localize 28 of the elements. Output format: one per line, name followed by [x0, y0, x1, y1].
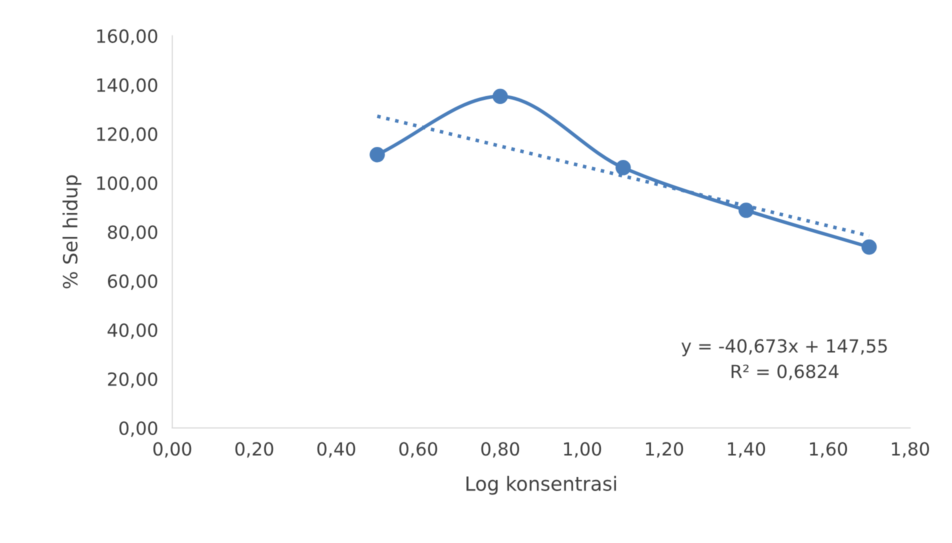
- x-tick-label: 1,60: [810, 442, 848, 458]
- x-tick-label: 1,40: [728, 442, 766, 458]
- x-tick-label: 1,20: [646, 442, 684, 458]
- annotation: R² = 0,6824: [732, 364, 838, 380]
- point: [616, 160, 631, 176]
- x-tick-label: 0,40: [317, 442, 356, 458]
- x-axis-title: Log konsentrasi: [466, 476, 616, 495]
- point: [738, 202, 754, 218]
- point: [861, 239, 877, 255]
- y-tick-label: 20,00: [108, 372, 158, 388]
- x-tick-label: 0,60: [399, 442, 438, 458]
- x-tick-label: 1,00: [564, 442, 602, 458]
- y-axis-title: % Sel hidup: [62, 175, 82, 288]
- y-tick-label: 120,00: [97, 127, 158, 143]
- x-tick-label: 0,00: [153, 442, 192, 458]
- annotation: y = -40,673x + 147,55: [681, 339, 887, 356]
- x-tick-label: 0,80: [481, 442, 520, 458]
- point: [370, 147, 385, 162]
- y-tick-label: 0,00: [119, 421, 158, 437]
- y-tick-label: 100,00: [97, 176, 158, 192]
- x-tick-label: 0,20: [235, 442, 274, 458]
- y-tick-label: 140,00: [97, 78, 158, 94]
- point: [492, 88, 508, 104]
- y-tick-label: 60,00: [108, 274, 158, 290]
- x-tick-label: 1,80: [892, 442, 930, 458]
- y-tick-label: 40,00: [108, 323, 158, 339]
- y-tick-label: 80,00: [108, 225, 158, 241]
- y-tick-label: 160,00: [97, 29, 158, 45]
